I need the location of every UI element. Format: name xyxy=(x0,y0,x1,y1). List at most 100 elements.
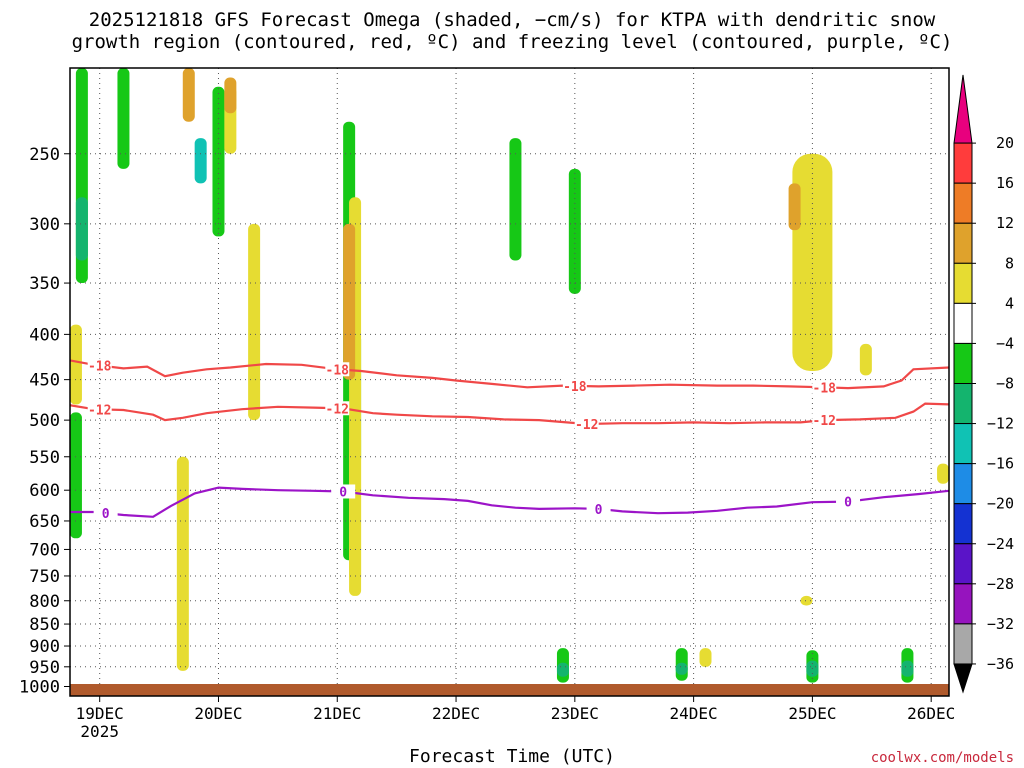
contour-label: -12 xyxy=(326,402,349,417)
omega-shaded-region xyxy=(792,153,833,372)
contour-label-bg xyxy=(325,362,350,377)
colorbar-swatch xyxy=(953,342,973,384)
colorbar-top-triangle xyxy=(953,74,973,144)
colorbar-label: −24 xyxy=(987,535,1014,553)
contour-label-bg xyxy=(574,416,599,431)
colorbar-label: 20 xyxy=(996,134,1014,152)
colorbar-label: −20 xyxy=(987,495,1014,513)
omega-shaded-region xyxy=(901,660,914,677)
y-tick-label: 900 xyxy=(29,637,60,657)
x-year-label: 2025 xyxy=(80,722,119,741)
y-tick-label: 250 xyxy=(29,145,60,165)
colorbar-label: −36 xyxy=(987,655,1014,673)
terrain-band xyxy=(70,684,949,696)
y-tick-label: 700 xyxy=(29,540,60,560)
y-tick-label: 350 xyxy=(29,274,60,294)
y-tick-label: 550 xyxy=(29,448,60,468)
x-tick-label: 22DEC xyxy=(432,704,480,723)
colorbar-swatch xyxy=(953,623,973,665)
y-tick-label: 300 xyxy=(29,215,60,235)
omega-shaded-region xyxy=(343,223,356,380)
x-tick-label: 19DEC xyxy=(76,704,124,723)
omega-shaded-region xyxy=(194,138,207,184)
colorbar-label: 8 xyxy=(1005,254,1014,272)
contour-label-bg xyxy=(325,401,350,416)
contour-label: 0 xyxy=(102,507,110,522)
omega-shaded-region xyxy=(556,662,569,677)
contour-label: -12 xyxy=(575,418,598,433)
y-tick-label: 450 xyxy=(29,371,60,391)
colorbar-label: −32 xyxy=(987,615,1014,633)
y-tick-label: 500 xyxy=(29,411,60,431)
contour-label-bg xyxy=(586,501,611,516)
colorbar-swatch xyxy=(953,182,973,224)
colorbar-label: −4 xyxy=(996,334,1014,352)
omega-shaded-region xyxy=(182,68,195,122)
colorbar-label: −8 xyxy=(996,375,1014,393)
contour-label: -12 xyxy=(88,403,111,418)
contour-label: -18 xyxy=(326,363,350,378)
omega-shaded-region xyxy=(699,648,712,667)
colorbar-swatch xyxy=(953,302,973,344)
y-tick-label: 850 xyxy=(29,615,60,635)
omega-shaded-region xyxy=(248,223,261,421)
colorbar-swatch xyxy=(953,142,973,184)
colorbar-label: 4 xyxy=(1005,294,1014,312)
omega-shaded-region xyxy=(568,168,581,294)
omega-shaded-region xyxy=(224,77,237,114)
omega-shaded-region xyxy=(675,662,688,675)
contour-label: -12 xyxy=(813,414,836,429)
x-tick-label: 21DEC xyxy=(313,704,361,723)
omega-shaded-region xyxy=(349,435,362,582)
omega-shaded-region xyxy=(176,456,189,671)
contour-label: 0 xyxy=(339,485,347,500)
y-tick-label: 1000 xyxy=(19,678,60,698)
contour-label: 0 xyxy=(595,503,603,518)
omega-shaded-region xyxy=(859,343,872,376)
omega-shaded-region xyxy=(212,86,225,237)
colorbar-label: −12 xyxy=(987,415,1014,433)
colorbar-swatch xyxy=(953,383,973,425)
x-tick-label: 23DEC xyxy=(551,704,599,723)
colorbar-swatch xyxy=(953,583,973,625)
contour-label-bg xyxy=(87,402,112,417)
omega-shaded-region xyxy=(70,412,82,539)
chart-title-line-1: 2025121818 GFS Forecast Omega (shaded, −… xyxy=(88,9,936,31)
contour-label-bg xyxy=(812,413,837,428)
contour-label-bg xyxy=(331,484,356,499)
contour-label-bg xyxy=(93,506,118,521)
x-tick-label: 26DEC xyxy=(907,704,955,723)
contour-label: -18 xyxy=(88,360,112,375)
x-axis-title: Forecast Time (UTC) xyxy=(409,746,615,767)
omega-shaded-region xyxy=(70,324,82,405)
contour-label-bg xyxy=(87,358,112,373)
contour-label-bg xyxy=(836,494,861,509)
omega-shaded-region xyxy=(788,183,801,231)
y-tick-label: 750 xyxy=(29,567,60,587)
colorbar-label: 16 xyxy=(996,174,1014,192)
y-tick-label: 650 xyxy=(29,512,60,532)
y-tick-label: 600 xyxy=(29,481,60,501)
omega-shaded-region xyxy=(117,68,130,169)
x-tick-label: 25DEC xyxy=(788,704,836,723)
colorbar-bottom-triangle xyxy=(953,663,973,694)
colorbar-label: 12 xyxy=(996,214,1014,232)
y-tick-label: 800 xyxy=(29,592,60,612)
colorbar-swatch xyxy=(953,423,973,465)
colorbar-swatch xyxy=(953,222,973,264)
colorbar-swatch xyxy=(953,463,973,505)
y-tick-label: 950 xyxy=(29,658,60,678)
x-tick-label: 24DEC xyxy=(670,704,718,723)
omega-shaded-region xyxy=(509,138,522,261)
site-credit-link[interactable]: coolwx.com/models xyxy=(870,750,1014,766)
y-tick-label: 400 xyxy=(29,325,60,345)
colorbar-swatch xyxy=(953,503,973,545)
omega-shaded-region xyxy=(75,197,88,261)
contour-line xyxy=(70,486,949,518)
colorbar-swatch xyxy=(953,262,973,304)
chart-title-line-2: growth region (contoured, red, ºC) and f… xyxy=(71,31,953,53)
x-tick-label: 20DEC xyxy=(194,704,242,723)
contour-label-bg xyxy=(562,378,587,393)
contour-label: -18 xyxy=(813,381,837,396)
